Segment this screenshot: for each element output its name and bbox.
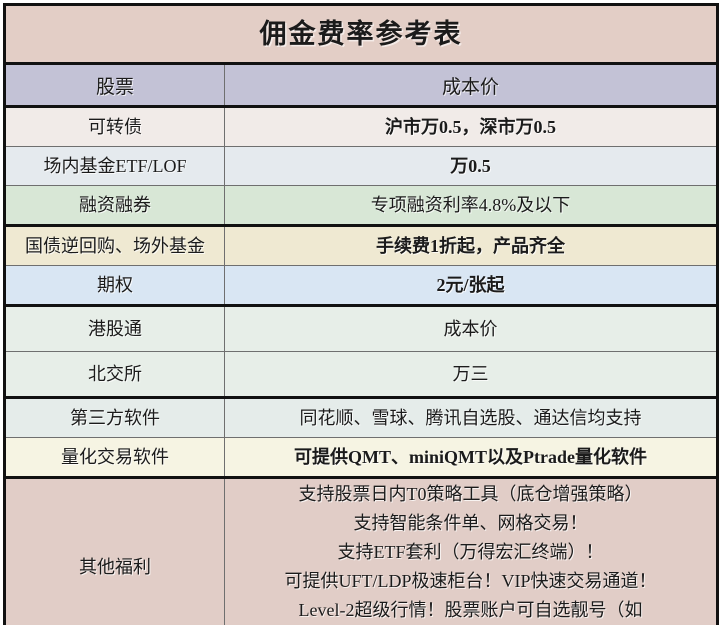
benefits-row: 其他福利 支持股票日内T0策略工具（底仓增强策略） 支持智能条件单、网格交易！ … xyxy=(4,477,718,625)
row-label-margin-trading: 融资融券 xyxy=(4,185,225,227)
benefits-line-list: 支持股票日内T0策略工具（底仓增强策略） 支持智能条件单、网格交易！ 支持ETF… xyxy=(225,480,716,625)
benefits-line: 可提供UFT/LDP极速柜台！VIP快速交易通道！ xyxy=(284,571,657,591)
row-label-etf-lof: 场内基金ETF/LOF xyxy=(4,146,225,186)
table-header-row: 股票 成本价 xyxy=(4,63,718,108)
row-value-convertible-bond: 沪市万0.5，深市万0.5 xyxy=(224,106,718,147)
benefits-line: 支持智能条件单、网格交易！ xyxy=(353,512,588,533)
table-row: 可转债 沪市万0.5，深市万0.5 xyxy=(4,106,718,147)
row-value-other-benefits: 支持股票日内T0策略工具（底仓增强策略） 支持智能条件单、网格交易！ 支持ETF… xyxy=(224,477,718,625)
benefits-line: Level-2超级行情！股票账户可自选靓号（如 xyxy=(298,600,643,621)
row-label-third-party-software: 第三方软件 xyxy=(4,397,225,438)
table-row: 第三方软件 同花顺、雪球、腾讯自选股、通达信均支持 xyxy=(4,397,718,438)
table-row: 港股通 成本价 xyxy=(4,305,718,352)
row-value-etf-lof: 万0.5 xyxy=(224,146,718,186)
table-row: 国债逆回购、场外基金 手续费1折起，产品齐全 xyxy=(4,225,718,266)
row-value-margin-trading: 专项融资利率4.8%及以下 xyxy=(224,185,718,227)
commission-rate-table: 佣金费率参考表 股票 成本价 可转债 沪市万0.5，深市万0.5 场内基金ETF… xyxy=(3,3,719,625)
table-title-cell: 佣金费率参考表 xyxy=(4,4,718,65)
header-value-cell: 成本价 xyxy=(224,63,718,108)
row-value-options: 2元/张起 xyxy=(224,265,718,307)
row-label-reverse-repo-otc-fund: 国债逆回购、场外基金 xyxy=(4,225,225,266)
row-label-other-benefits: 其他福利 xyxy=(4,477,225,625)
row-value-hk-connect: 成本价 xyxy=(224,305,718,352)
table-row: 场内基金ETF/LOF 万0.5 xyxy=(4,146,718,186)
row-label-bse: 北交所 xyxy=(4,351,225,399)
row-value-quant-software: 可提供QMT、miniQMT以及Ptrade量化软件 xyxy=(224,437,718,479)
row-value-bse: 万三 xyxy=(224,351,718,399)
row-label-convertible-bond: 可转债 xyxy=(4,106,225,147)
benefits-line: 支持ETF套利（万得宏汇终端）！ xyxy=(337,541,604,562)
table-row: 期权 2元/张起 xyxy=(4,265,718,307)
table-title-row: 佣金费率参考表 xyxy=(4,4,718,65)
row-label-hk-connect: 港股通 xyxy=(4,305,225,352)
table-row: 量化交易软件 可提供QMT、miniQMT以及Ptrade量化软件 xyxy=(4,437,718,479)
row-label-quant-software: 量化交易软件 xyxy=(4,437,225,479)
table-row: 融资融券 专项融资利率4.8%及以下 xyxy=(4,185,718,227)
row-label-options: 期权 xyxy=(4,265,225,307)
benefits-line: 支持股票日内T0策略工具（底仓增强策略） xyxy=(298,483,643,504)
header-label-cell: 股票 xyxy=(4,63,225,108)
row-value-reverse-repo-otc-fund: 手续费1折起，产品齐全 xyxy=(224,225,718,266)
row-value-third-party-software: 同花顺、雪球、腾讯自选股、通达信均支持 xyxy=(224,397,718,438)
page-title: 佣金费率参考表 xyxy=(259,19,463,49)
table-row: 北交所 万三 xyxy=(4,351,718,399)
